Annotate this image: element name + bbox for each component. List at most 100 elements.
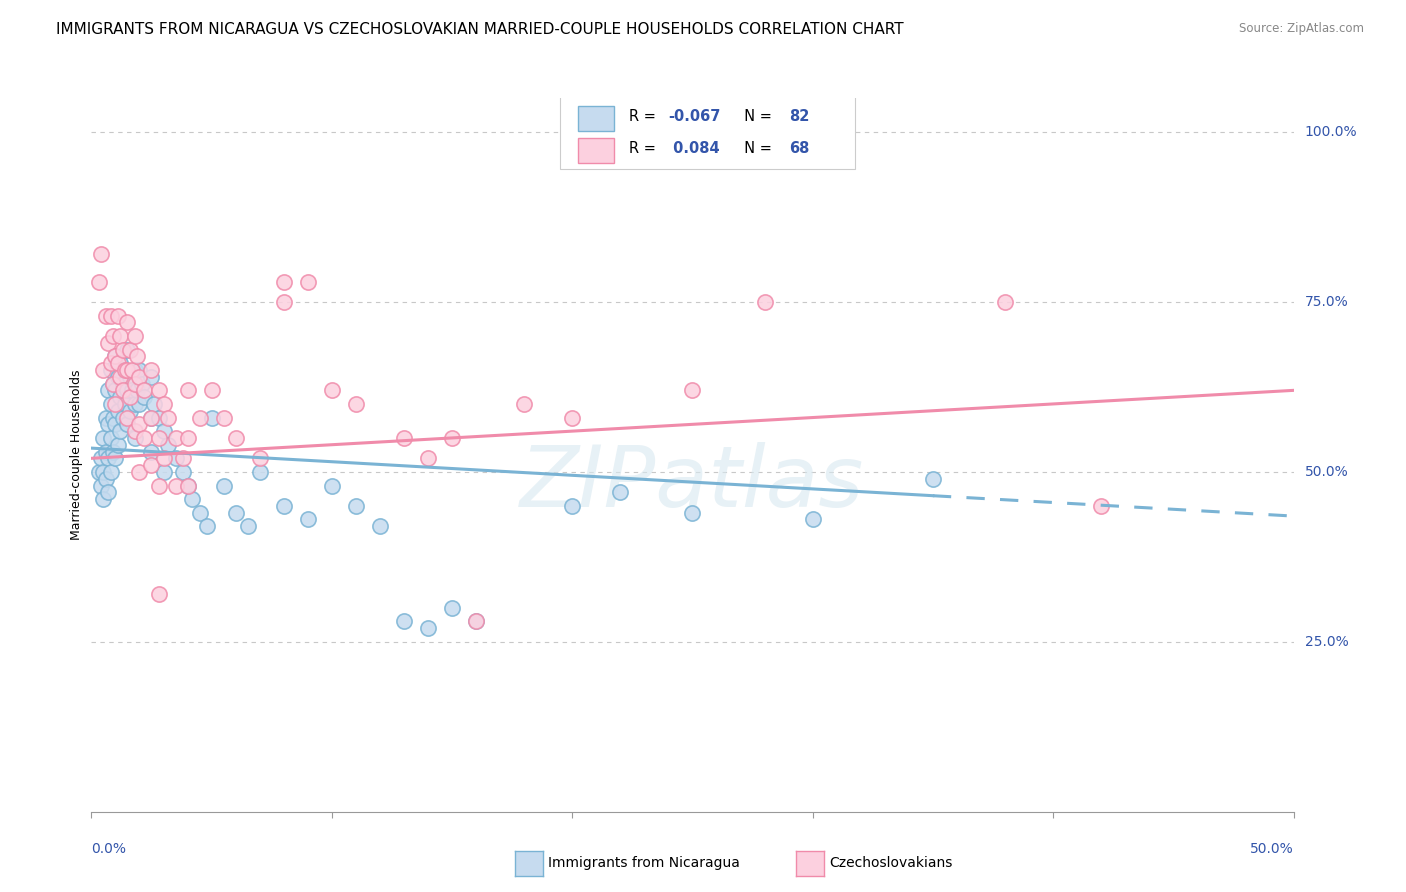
Point (124, 397, 146, 411)
Point (368, 519, 391, 533)
Text: 0.084: 0.084 (668, 142, 720, 156)
Text: 50.0%: 50.0% (1250, 842, 1294, 856)
Point (118, 343, 141, 357)
Point (165, 431, 187, 445)
Point (681, 506, 703, 520)
Point (176, 384, 198, 398)
Point (94, 309, 117, 323)
Point (118, 403, 141, 417)
Point (100, 397, 122, 411)
Point (440, 600, 463, 615)
Point (754, 295, 776, 310)
Point (107, 438, 129, 452)
Point (104, 384, 127, 398)
Bar (578, 138, 614, 162)
Text: 68: 68 (789, 142, 808, 156)
Point (561, 410, 583, 425)
Point (111, 410, 134, 425)
Point (114, 363, 136, 377)
Point (188, 410, 211, 425)
Point (97, 384, 120, 398)
Point (165, 478, 187, 492)
Point (104, 397, 127, 411)
Point (110, 329, 132, 343)
Point (152, 424, 174, 438)
Point (152, 465, 174, 479)
Point (101, 444, 124, 458)
Text: ZIPatlas: ZIPatlas (520, 442, 865, 525)
Point (148, 384, 170, 398)
Point (801, 512, 824, 526)
Point (176, 431, 198, 445)
Point (111, 343, 134, 357)
Point (141, 369, 163, 384)
Point (114, 363, 136, 377)
Point (273, 295, 295, 310)
Point (212, 410, 235, 425)
Point (134, 431, 156, 445)
Point (128, 417, 150, 432)
Text: Source: ZipAtlas.com: Source: ZipAtlas.com (1239, 22, 1364, 36)
Point (157, 438, 180, 452)
Point (249, 465, 271, 479)
Point (321, 478, 343, 492)
Point (90, 478, 112, 492)
Text: 82: 82 (789, 109, 808, 124)
Point (128, 397, 150, 411)
Point (125, 350, 148, 364)
Point (273, 275, 295, 289)
Point (104, 350, 127, 364)
Point (188, 506, 211, 520)
Point (440, 431, 463, 445)
Point (104, 417, 127, 432)
Point (297, 275, 319, 289)
Y-axis label: Married-couple Households: Married-couple Households (70, 369, 83, 541)
Point (225, 506, 247, 520)
Point (148, 478, 170, 492)
Point (111, 384, 134, 398)
Point (117, 343, 139, 357)
Point (100, 431, 122, 445)
Point (165, 451, 187, 466)
Point (104, 451, 127, 466)
Point (124, 329, 146, 343)
Point (110, 424, 132, 438)
Point (176, 478, 198, 492)
Point (141, 410, 163, 425)
Point (110, 356, 132, 370)
Point (117, 315, 139, 329)
Point (87, 275, 110, 289)
Point (249, 451, 271, 466)
Point (1090, 499, 1112, 513)
Point (344, 499, 367, 513)
Point (117, 363, 139, 377)
Point (93, 492, 115, 507)
Point (97, 451, 120, 466)
Point (344, 397, 367, 411)
Point (134, 384, 156, 398)
Text: -0.067: -0.067 (668, 109, 721, 124)
Point (93, 363, 115, 377)
Point (513, 397, 536, 411)
Point (121, 384, 143, 398)
Point (104, 350, 127, 364)
Point (141, 363, 163, 377)
Point (392, 615, 415, 629)
Point (100, 309, 122, 323)
Point (114, 397, 136, 411)
Point (118, 390, 141, 404)
Point (273, 499, 295, 513)
Text: 50.0%: 50.0% (1305, 465, 1348, 479)
Point (100, 356, 122, 370)
Point (93, 431, 115, 445)
Point (97, 335, 120, 350)
Point (148, 410, 170, 425)
Point (131, 376, 153, 391)
Point (97, 417, 120, 432)
Point (101, 376, 124, 391)
Text: IMMIGRANTS FROM NICARAGUA VS CZECHOSLOVAKIAN MARRIED-COUPLE HOUSEHOLDS CORRELATI: IMMIGRANTS FROM NICARAGUA VS CZECHOSLOVA… (56, 22, 904, 37)
Point (90, 247, 112, 261)
Point (212, 478, 235, 492)
Point (93, 465, 115, 479)
Point (87, 465, 110, 479)
